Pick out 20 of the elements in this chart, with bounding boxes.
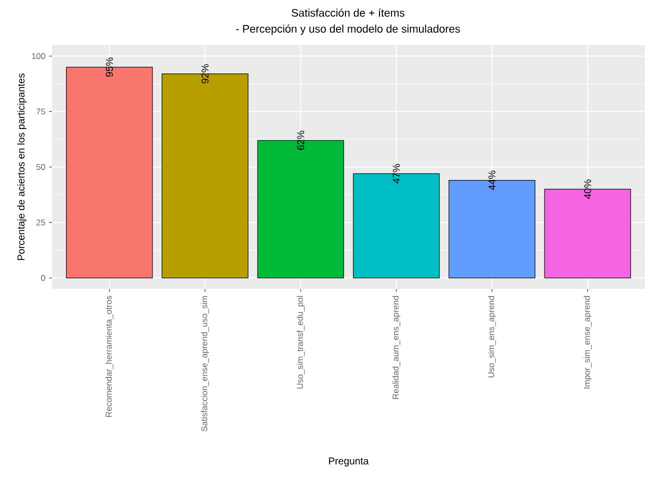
y-tick-label: 100 <box>32 53 46 60</box>
x-tick-label: Uso_sim_transf_edu_pol <box>296 296 305 389</box>
y-tick-label: 0 <box>41 274 46 281</box>
data-label: 62% <box>297 130 304 150</box>
data-label: 44% <box>488 170 496 190</box>
x-axis-title: Pregunta <box>329 458 369 466</box>
data-label: 95% <box>106 58 113 77</box>
x-tick-label: Satisfaccion_ense_aprend_uso_sim <box>201 296 209 432</box>
y-tick-label: 25 <box>36 219 46 226</box>
x-tick-label: Uso_sim_ens_aprend <box>488 296 496 378</box>
y-tick-label: 50 <box>36 164 46 170</box>
data-label: 92% <box>202 64 209 84</box>
chart-title: Satisfacción de + ítems <box>292 8 404 17</box>
data-label: 47% <box>392 164 400 184</box>
y-tick-label: 75 <box>36 108 46 114</box>
x-tick-label: Impor_sim_ense_aprend <box>584 296 592 388</box>
y-axis-title: Porcentaje de aciertos en los participantes <box>17 74 27 260</box>
x-tick-label: Recomendar_herramienta_otros <box>105 296 114 417</box>
chart-subtitle: - Percepción y uso del modelo de simuladores <box>236 24 460 35</box>
x-tick-label: Realidad_aum_ens_aprend <box>392 296 400 399</box>
